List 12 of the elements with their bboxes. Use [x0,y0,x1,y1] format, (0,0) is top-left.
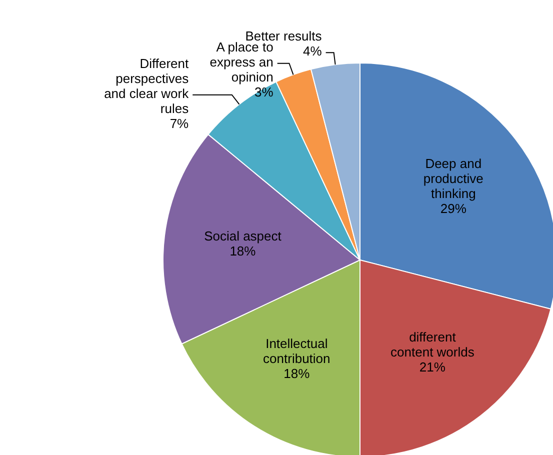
slice-label: Deep and productive thinking [423,156,484,202]
slice-label: Social aspect [204,229,282,244]
data-label: 7% [170,116,190,132]
data-label: 3% [254,84,274,100]
slice-label: Different perspectives and clear work rules [104,56,190,116]
data-label: 18% [230,244,256,260]
slice-label: different content worlds [390,330,475,360]
data-label: 21% [419,360,446,375]
data-label: 18% [284,366,310,382]
data-label: 29% [440,201,467,216]
slice-label: Intellectual contribution [263,336,330,366]
data-label: 4% [303,44,322,60]
